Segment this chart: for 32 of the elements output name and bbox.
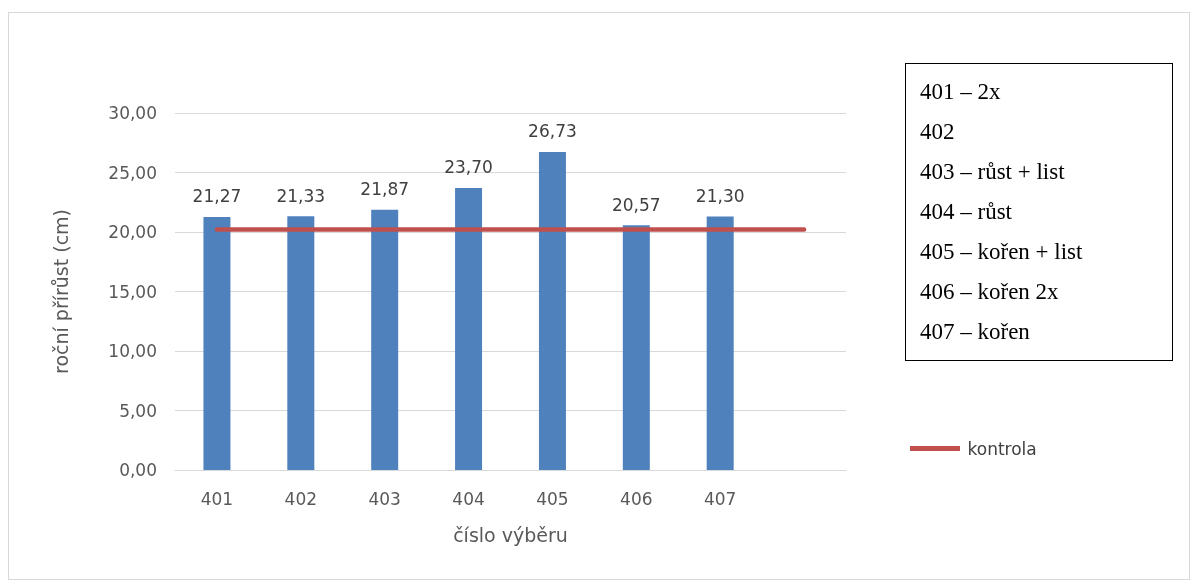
y-tick-label: 30,00 [108,103,157,123]
y-tick-label: 15,00 [108,281,157,302]
x-tick-label: 402 [284,488,318,509]
data-label: 21,87 [360,179,410,200]
note-box: 401 – 2x 402 403 – růst + list 404 – růst 405 – kořen + list 406 – kořen 2x 407 – kořen [905,63,1173,361]
bar [622,225,650,470]
y-tick-label: 5,00 [119,400,157,421]
legend-label: kontrola [967,438,1037,459]
x-axis-title: číslo výběru [453,523,568,546]
bar [203,216,231,470]
data-label: 26,73 [528,121,577,142]
bar [538,151,566,470]
data-label: 23,70 [444,157,493,178]
y-axis-title: roční přírůst (cm) [49,209,72,374]
x-tick-label: 405 [536,488,569,509]
bar [706,216,734,470]
x-tick-label: 401 [200,488,234,509]
bar [455,187,483,470]
bar [371,209,399,470]
y-tick-label: 25,00 [108,162,157,183]
y-tick-label: 0,00 [119,460,157,480]
x-tick-label: 407 [703,488,737,509]
x-tick-label: 404 [452,488,485,509]
y-tick-label: 20,00 [108,222,157,242]
data-label: 21,33 [276,185,326,206]
x-tick-label: 406 [620,488,653,509]
data-label: 21,30 [695,186,745,207]
data-label: 21,27 [192,186,242,207]
data-label: 20,57 [611,194,661,215]
bar [287,216,315,470]
x-tick-label: 403 [368,488,401,509]
y-tick-label: 10,00 [108,341,157,361]
